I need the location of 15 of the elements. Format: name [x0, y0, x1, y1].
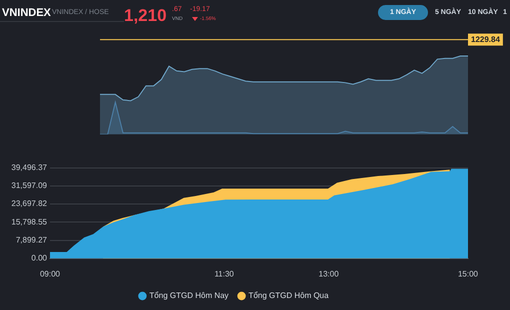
x-tick-label: 15:00	[458, 269, 479, 278]
y-tick-label: 15,798.55	[11, 217, 48, 226]
x-tick-label: 13:00	[318, 269, 340, 278]
legend-label: Tổng GTGD Hôm Nay	[149, 291, 229, 300]
text: VNINDEX	[2, 7, 51, 19]
y-tick-label: 0.00	[31, 254, 48, 263]
y-tick-label: 7,899.27	[16, 235, 48, 244]
text: 1229.84	[471, 34, 500, 44]
y-tick-label: 39,496.37	[11, 163, 48, 172]
y-tick-label: 31,597.09	[11, 181, 48, 190]
x-tick-label: 09:00	[40, 269, 61, 278]
x-tick-label: 11:30	[214, 269, 234, 278]
text: 1,210	[124, 6, 167, 26]
y-tick-label: 23,697.82	[11, 199, 48, 208]
legend-label: Tổng GTGD Hôm Qua	[248, 291, 330, 300]
